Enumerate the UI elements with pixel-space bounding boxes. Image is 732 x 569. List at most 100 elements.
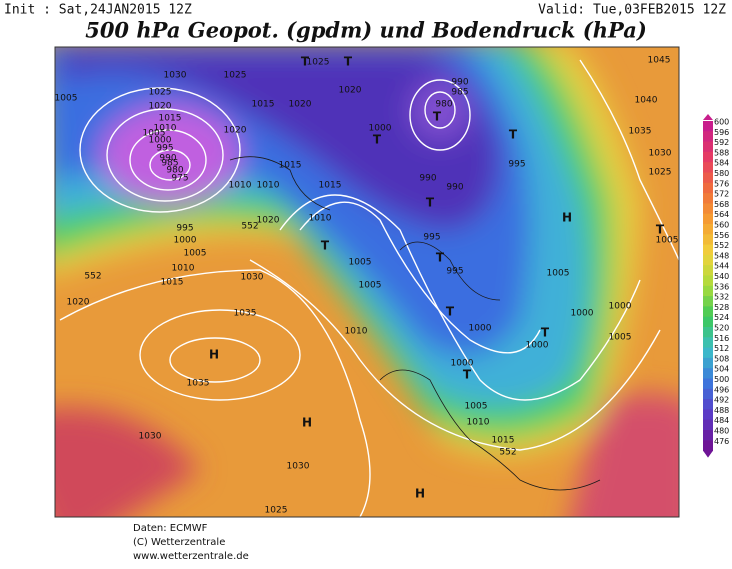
colorbar-swatch [703,388,713,400]
colorbar-label: 500 [714,375,729,384]
colorbar-label: 508 [714,354,729,363]
contour-label: 1015 [161,278,184,288]
contour-label: 1000 [526,341,549,351]
colorbar-swatch [703,162,713,173]
footer-line: www.wetterzentrale.de [133,551,249,562]
contour-label: 995 [508,160,525,170]
colorbar: 6005965925885845805765725685645605565525… [703,114,729,458]
contour-label: 1020 [339,86,362,96]
contour-label: 1005 [547,269,570,279]
colorbar-swatch [703,285,713,297]
colorbar-label: 520 [714,324,729,333]
contour-label: 552 [499,448,516,458]
contour-label: 980 [166,166,183,176]
colorbar-swatch [703,224,713,235]
colorbar-swatch [703,440,713,452]
contour-label: 1000 [609,302,632,312]
pressure-center: T [321,239,330,253]
title: 500 hPa Geopot. (gpdm) und Bodendruck (h… [85,18,647,43]
colorbar-swatch [703,409,713,421]
colorbar-swatch [703,368,713,379]
contour-label: 1015 [492,436,515,446]
colorbar-label: 524 [714,313,729,322]
pressure-center: T [426,196,435,210]
map: 1030 102510251025102010151010100510009959… [55,47,679,517]
isobars [59,59,679,517]
colorbar-swatch [703,151,713,163]
contour-label: 1035 [187,379,210,389]
contour-label: 1020 [224,126,247,136]
colorbar-label: 552 [714,241,729,250]
contour-label: 1005 [349,258,372,268]
colorbar-swatch [703,141,713,153]
colorbar-swatch [703,327,713,338]
colorbar-swatch [703,244,713,256]
colorbar-label: 476 [714,437,729,446]
contour-label: 1020 [149,102,172,112]
contour-label: 1010 [257,181,280,191]
pressure-center: T [463,368,472,382]
contour-label: 1030 [287,462,310,472]
contour-label: 990 [159,154,176,164]
contour-label: 990 [419,174,436,184]
colorbar-swatch [703,399,713,410]
colorbar-arrow-top [703,114,713,120]
colorbar-label: 580 [714,169,729,178]
map-frame [54,46,680,518]
coastlines [229,156,601,491]
footer-line: Daten: ECMWF [133,523,208,534]
colorbar-swatch [703,265,713,276]
pressure-center: H [415,487,425,501]
contour-label: 1030 [649,149,672,159]
colorbar-swatch [703,419,713,431]
contour-label: 1030 [164,71,187,81]
contour-label: 1000 [369,124,392,134]
pressure-center: T [446,305,455,319]
pressure-center: T [433,110,442,124]
contour-label: 1015 [279,161,302,171]
colorbar-swatch [703,316,713,328]
colorbar-swatch [703,203,713,215]
contour-label: 1000 [174,236,197,246]
colorbar-label: 600 [714,118,729,127]
colorbar-swatch [703,337,713,349]
contour-label: 552 [241,222,258,232]
pressure-center: T [541,326,550,340]
colorbar-label: 596 [714,128,729,137]
contour-label: 1000 [451,359,474,369]
pressure-center: H [209,348,219,362]
contour-label: 985 [161,159,178,169]
init-time: Init : Sat,24JAN2015 12Z [4,3,192,18]
contour-label: 1005 [55,94,78,104]
footer-line: (C) Wetterzentrale [133,537,225,548]
colorbar-swatch [703,306,713,318]
colorbar-swatch [703,172,713,184]
colorbar-label: 576 [714,179,729,188]
colorbar-swatch [703,182,713,194]
colorbar-label: 504 [714,365,729,374]
contour-label: 990 [451,78,468,88]
contour-label: 1005 [465,402,488,412]
contour-label: 985 [451,88,468,98]
contour-label: 1025 [265,506,288,516]
colorbar-swatch [703,296,713,307]
contour-label: 1010 [229,181,252,191]
pressure-center: T [509,128,518,142]
colorbar-label: 540 [714,272,729,281]
contour-label: 1010 [345,327,368,337]
colorbar-label: 588 [714,148,729,157]
colorbar-label: 528 [714,303,729,312]
colorbar-label: 488 [714,406,729,415]
contour-label: 1000 [149,136,172,146]
contour-label: 995 [156,144,173,154]
contour-label: 1015 [159,114,182,124]
colorbar-swatch [703,131,713,143]
pressure-center: T [656,223,665,237]
colorbar-label: 484 [714,416,729,425]
colorbar-label: 492 [714,396,729,405]
contour-label: 1000 [469,324,492,334]
colorbar-swatch [703,347,713,359]
contour-label: 1015 [319,181,342,191]
contour-label: 980 [435,100,452,110]
